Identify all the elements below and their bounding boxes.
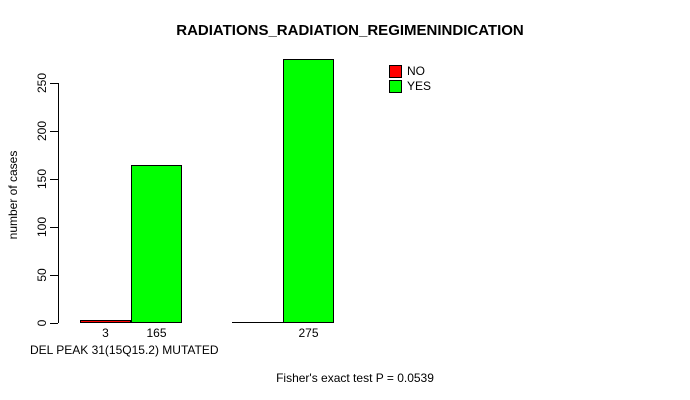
y-tick-mark <box>50 226 58 228</box>
y-tick-label: 250 <box>35 72 49 94</box>
chart-title: RADIATIONS_RADIATION_REGIMENINDICATION <box>176 22 524 39</box>
y-tick-mark <box>50 82 58 84</box>
legend-swatch-no-icon <box>389 65 402 78</box>
legend-label-no: NO <box>407 64 425 78</box>
y-tick-label: 0 <box>35 319 49 327</box>
legend: NO YES <box>389 64 431 94</box>
y-tick-label: 200 <box>35 120 49 142</box>
y-axis-label: number of cases <box>6 150 20 240</box>
legend-swatch-yes-icon <box>389 80 402 93</box>
y-tick-label: 100 <box>35 216 49 238</box>
bar-yes-group2 <box>283 59 334 323</box>
legend-label-yes: YES <box>407 79 432 93</box>
x-axis-label: DEL PEAK 31(15Q15.2) MUTATED <box>30 343 219 357</box>
legend-item-no: NO <box>389 64 431 79</box>
y-tick-mark <box>50 274 58 276</box>
bar-value-label: 3 <box>102 326 109 340</box>
bar-yes-group1 <box>131 165 182 323</box>
legend-item-yes: YES <box>389 79 431 94</box>
y-tick-label: 150 <box>35 168 49 190</box>
stat-annotation: Fisher's exact test P = 0.0539 <box>276 371 434 385</box>
y-tick-mark <box>50 130 58 132</box>
bar-no-group1 <box>80 320 131 323</box>
bar-no-group2 <box>232 322 283 323</box>
y-tick-mark <box>50 322 58 324</box>
y-axis-line <box>58 83 59 323</box>
bar-value-label: 165 <box>146 326 167 340</box>
bar-value-label: 275 <box>298 326 319 340</box>
y-tick-label: 50 <box>35 268 49 282</box>
y-tick-mark <box>50 178 58 180</box>
